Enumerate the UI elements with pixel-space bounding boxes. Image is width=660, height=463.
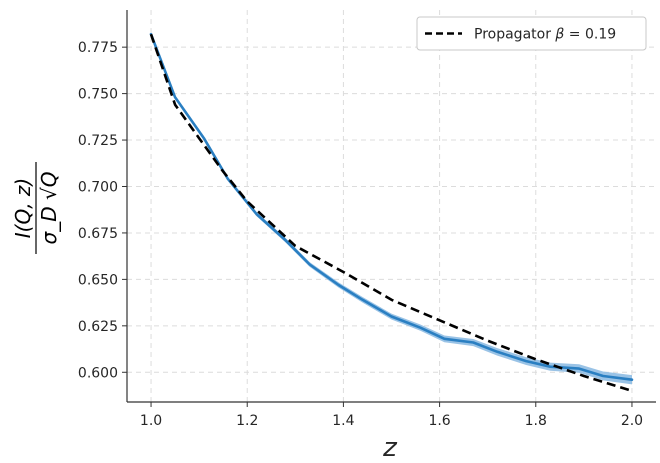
x-tick-label-5: 2.0	[621, 413, 643, 429]
legend-label-prefix: Propagator	[474, 27, 555, 43]
y-tick-label-6: 0.750	[78, 87, 118, 103]
y-tick-label-3: 0.675	[78, 226, 118, 242]
series-line-propagator	[149, 33, 633, 393]
y-tick-label-7: 0.775	[78, 40, 118, 56]
y-tick-label-2: 0.650	[78, 272, 118, 288]
x-tick-label-4: 1.8	[525, 413, 547, 429]
x-tick-label-2: 1.4	[332, 413, 354, 429]
plot-area	[149, 32, 634, 393]
x-tick-label-0: 1.0	[140, 413, 162, 429]
x-axis-ticks: 1.0 1.2 1.4 1.6 1.8 2.0	[140, 402, 643, 429]
y-axis-ticks: 0.600 0.625 0.650 0.675 0.700 0.725 0.750 0.775	[78, 40, 127, 381]
data-uncertainty-band	[151, 32, 632, 385]
y-tick-label-1: 0.625	[78, 319, 118, 335]
y-tick-label-5: 0.725	[78, 133, 118, 149]
legend-label-suffix: = 0.19	[564, 27, 616, 43]
y-axis-label: I(Q, z) σ_D √Q	[11, 162, 61, 254]
legend-label-symbol: β	[554, 27, 564, 43]
series-line-data	[149, 32, 634, 382]
y-axis-label-denominator: σ_D √Q	[37, 172, 61, 245]
x-tick-label-3: 1.6	[428, 413, 450, 429]
x-axis-label: z	[382, 433, 398, 459]
legend-box	[416, 16, 647, 51]
y-tick-label-0: 0.600	[78, 365, 118, 381]
x-tick-label-1: 1.2	[236, 413, 258, 429]
y-tick-label-4: 0.700	[78, 179, 118, 195]
y-axis-label-numerator: I(Q, z)	[11, 178, 35, 238]
legend-label-propagator: Propagator β = 0.19	[474, 27, 616, 43]
legend: Propagator β = 0.19	[416, 16, 647, 51]
